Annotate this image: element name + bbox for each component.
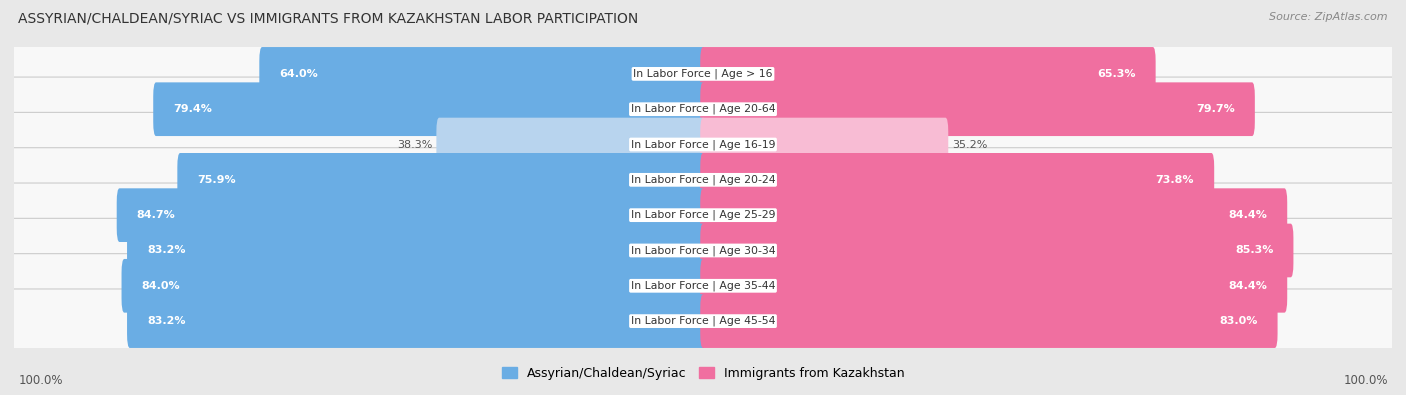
FancyBboxPatch shape [11, 42, 1395, 106]
Text: 84.7%: 84.7% [136, 210, 176, 220]
FancyBboxPatch shape [11, 183, 1395, 247]
FancyBboxPatch shape [121, 259, 706, 312]
FancyBboxPatch shape [700, 294, 1278, 348]
FancyBboxPatch shape [11, 148, 1395, 212]
FancyBboxPatch shape [259, 47, 706, 101]
FancyBboxPatch shape [127, 224, 706, 277]
Text: In Labor Force | Age > 16: In Labor Force | Age > 16 [633, 69, 773, 79]
Text: In Labor Force | Age 20-24: In Labor Force | Age 20-24 [631, 175, 775, 185]
FancyBboxPatch shape [11, 218, 1395, 282]
FancyBboxPatch shape [127, 294, 706, 348]
FancyBboxPatch shape [700, 118, 948, 171]
FancyBboxPatch shape [700, 47, 1156, 101]
FancyBboxPatch shape [700, 224, 1294, 277]
Text: In Labor Force | Age 16-19: In Labor Force | Age 16-19 [631, 139, 775, 150]
Text: 84.4%: 84.4% [1229, 281, 1267, 291]
FancyBboxPatch shape [11, 289, 1395, 353]
Text: Source: ZipAtlas.com: Source: ZipAtlas.com [1270, 12, 1388, 22]
Text: 75.9%: 75.9% [197, 175, 236, 185]
Text: 73.8%: 73.8% [1156, 175, 1194, 185]
FancyBboxPatch shape [436, 118, 706, 171]
FancyBboxPatch shape [700, 83, 1254, 136]
FancyBboxPatch shape [117, 188, 706, 242]
Text: 100.0%: 100.0% [18, 374, 63, 387]
FancyBboxPatch shape [11, 254, 1395, 318]
Text: In Labor Force | Age 30-34: In Labor Force | Age 30-34 [631, 245, 775, 256]
Text: 100.0%: 100.0% [1343, 374, 1388, 387]
Text: 38.3%: 38.3% [396, 139, 432, 150]
FancyBboxPatch shape [153, 83, 706, 136]
FancyBboxPatch shape [11, 113, 1395, 177]
Legend: Assyrian/Chaldean/Syriac, Immigrants from Kazakhstan: Assyrian/Chaldean/Syriac, Immigrants fro… [496, 362, 910, 385]
Text: 64.0%: 64.0% [280, 69, 318, 79]
Text: 65.3%: 65.3% [1097, 69, 1136, 79]
Text: ASSYRIAN/CHALDEAN/SYRIAC VS IMMIGRANTS FROM KAZAKHSTAN LABOR PARTICIPATION: ASSYRIAN/CHALDEAN/SYRIAC VS IMMIGRANTS F… [18, 12, 638, 26]
Text: In Labor Force | Age 35-44: In Labor Force | Age 35-44 [631, 280, 775, 291]
Text: 83.2%: 83.2% [148, 245, 186, 256]
FancyBboxPatch shape [700, 153, 1215, 207]
Text: In Labor Force | Age 20-64: In Labor Force | Age 20-64 [631, 104, 775, 115]
Text: 83.0%: 83.0% [1219, 316, 1257, 326]
FancyBboxPatch shape [700, 259, 1288, 312]
Text: 83.2%: 83.2% [148, 316, 186, 326]
Text: 79.4%: 79.4% [173, 104, 212, 114]
Text: 35.2%: 35.2% [952, 139, 988, 150]
Text: 84.0%: 84.0% [142, 281, 180, 291]
FancyBboxPatch shape [177, 153, 706, 207]
FancyBboxPatch shape [700, 188, 1288, 242]
Text: 84.4%: 84.4% [1229, 210, 1267, 220]
Text: In Labor Force | Age 25-29: In Labor Force | Age 25-29 [631, 210, 775, 220]
Text: In Labor Force | Age 45-54: In Labor Force | Age 45-54 [631, 316, 775, 326]
FancyBboxPatch shape [11, 77, 1395, 141]
Text: 85.3%: 85.3% [1234, 245, 1274, 256]
Text: 79.7%: 79.7% [1197, 104, 1234, 114]
